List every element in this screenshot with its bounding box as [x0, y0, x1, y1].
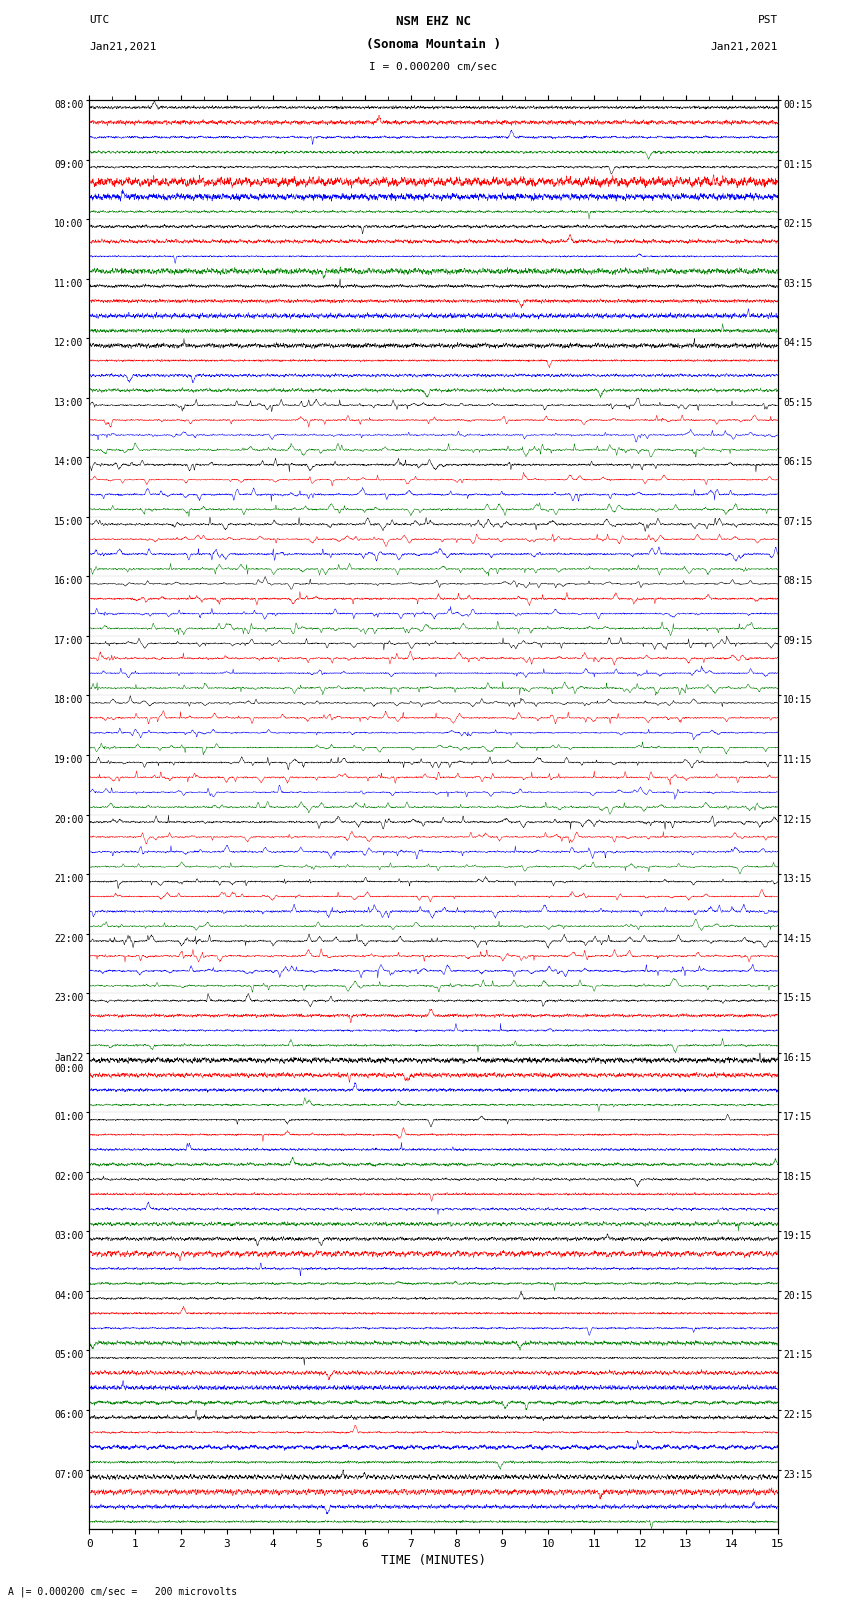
Text: UTC: UTC: [89, 15, 110, 24]
X-axis label: TIME (MINUTES): TIME (MINUTES): [381, 1555, 486, 1568]
Text: Jan21,2021: Jan21,2021: [711, 42, 778, 52]
Text: I = 0.000200 cm/sec: I = 0.000200 cm/sec: [370, 61, 497, 73]
Text: NSM EHZ NC: NSM EHZ NC: [396, 15, 471, 27]
Text: A |= 0.000200 cm/sec =   200 microvolts: A |= 0.000200 cm/sec = 200 microvolts: [8, 1586, 238, 1597]
Text: Jan21,2021: Jan21,2021: [89, 42, 156, 52]
Text: (Sonoma Mountain ): (Sonoma Mountain ): [366, 39, 501, 52]
Text: PST: PST: [757, 15, 778, 24]
